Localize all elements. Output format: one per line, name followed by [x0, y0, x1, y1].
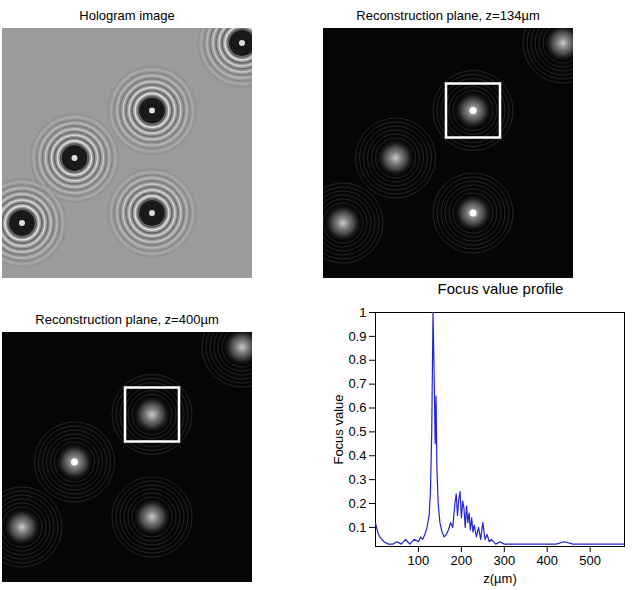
svg-text:300: 300	[493, 553, 515, 568]
svg-text:400: 400	[536, 553, 558, 568]
svg-text:0.5: 0.5	[348, 424, 366, 439]
svg-text:1: 1	[359, 305, 366, 320]
svg-text:500: 500	[579, 553, 601, 568]
svg-text:0.4: 0.4	[348, 448, 366, 463]
svg-text:Focus value: Focus value	[331, 394, 346, 464]
html-text:Reconstruction plane, z=134µm: Reconstruction plane, z=134µm	[356, 8, 540, 23]
html-text:Reconstruction plane, z=400µm: Reconstruction plane, z=400µm	[35, 312, 219, 327]
svg-text:0.2: 0.2	[348, 496, 366, 511]
svg-text:0.1: 0.1	[348, 520, 366, 535]
svg-text:0.7: 0.7	[348, 376, 366, 391]
html-text:Focus value profile: Focus value profile	[437, 280, 564, 297]
html-text:Hologram image: Hologram image	[79, 8, 175, 23]
svg-text:z(µm): z(µm)	[483, 571, 516, 586]
svg-text:200: 200	[451, 553, 473, 568]
svg-text:0.8: 0.8	[348, 352, 366, 367]
svg-text:0.9: 0.9	[348, 329, 366, 344]
svg-text:0.6: 0.6	[348, 400, 366, 415]
svg-text:0.3: 0.3	[348, 472, 366, 487]
svg-text:100: 100	[408, 553, 430, 568]
